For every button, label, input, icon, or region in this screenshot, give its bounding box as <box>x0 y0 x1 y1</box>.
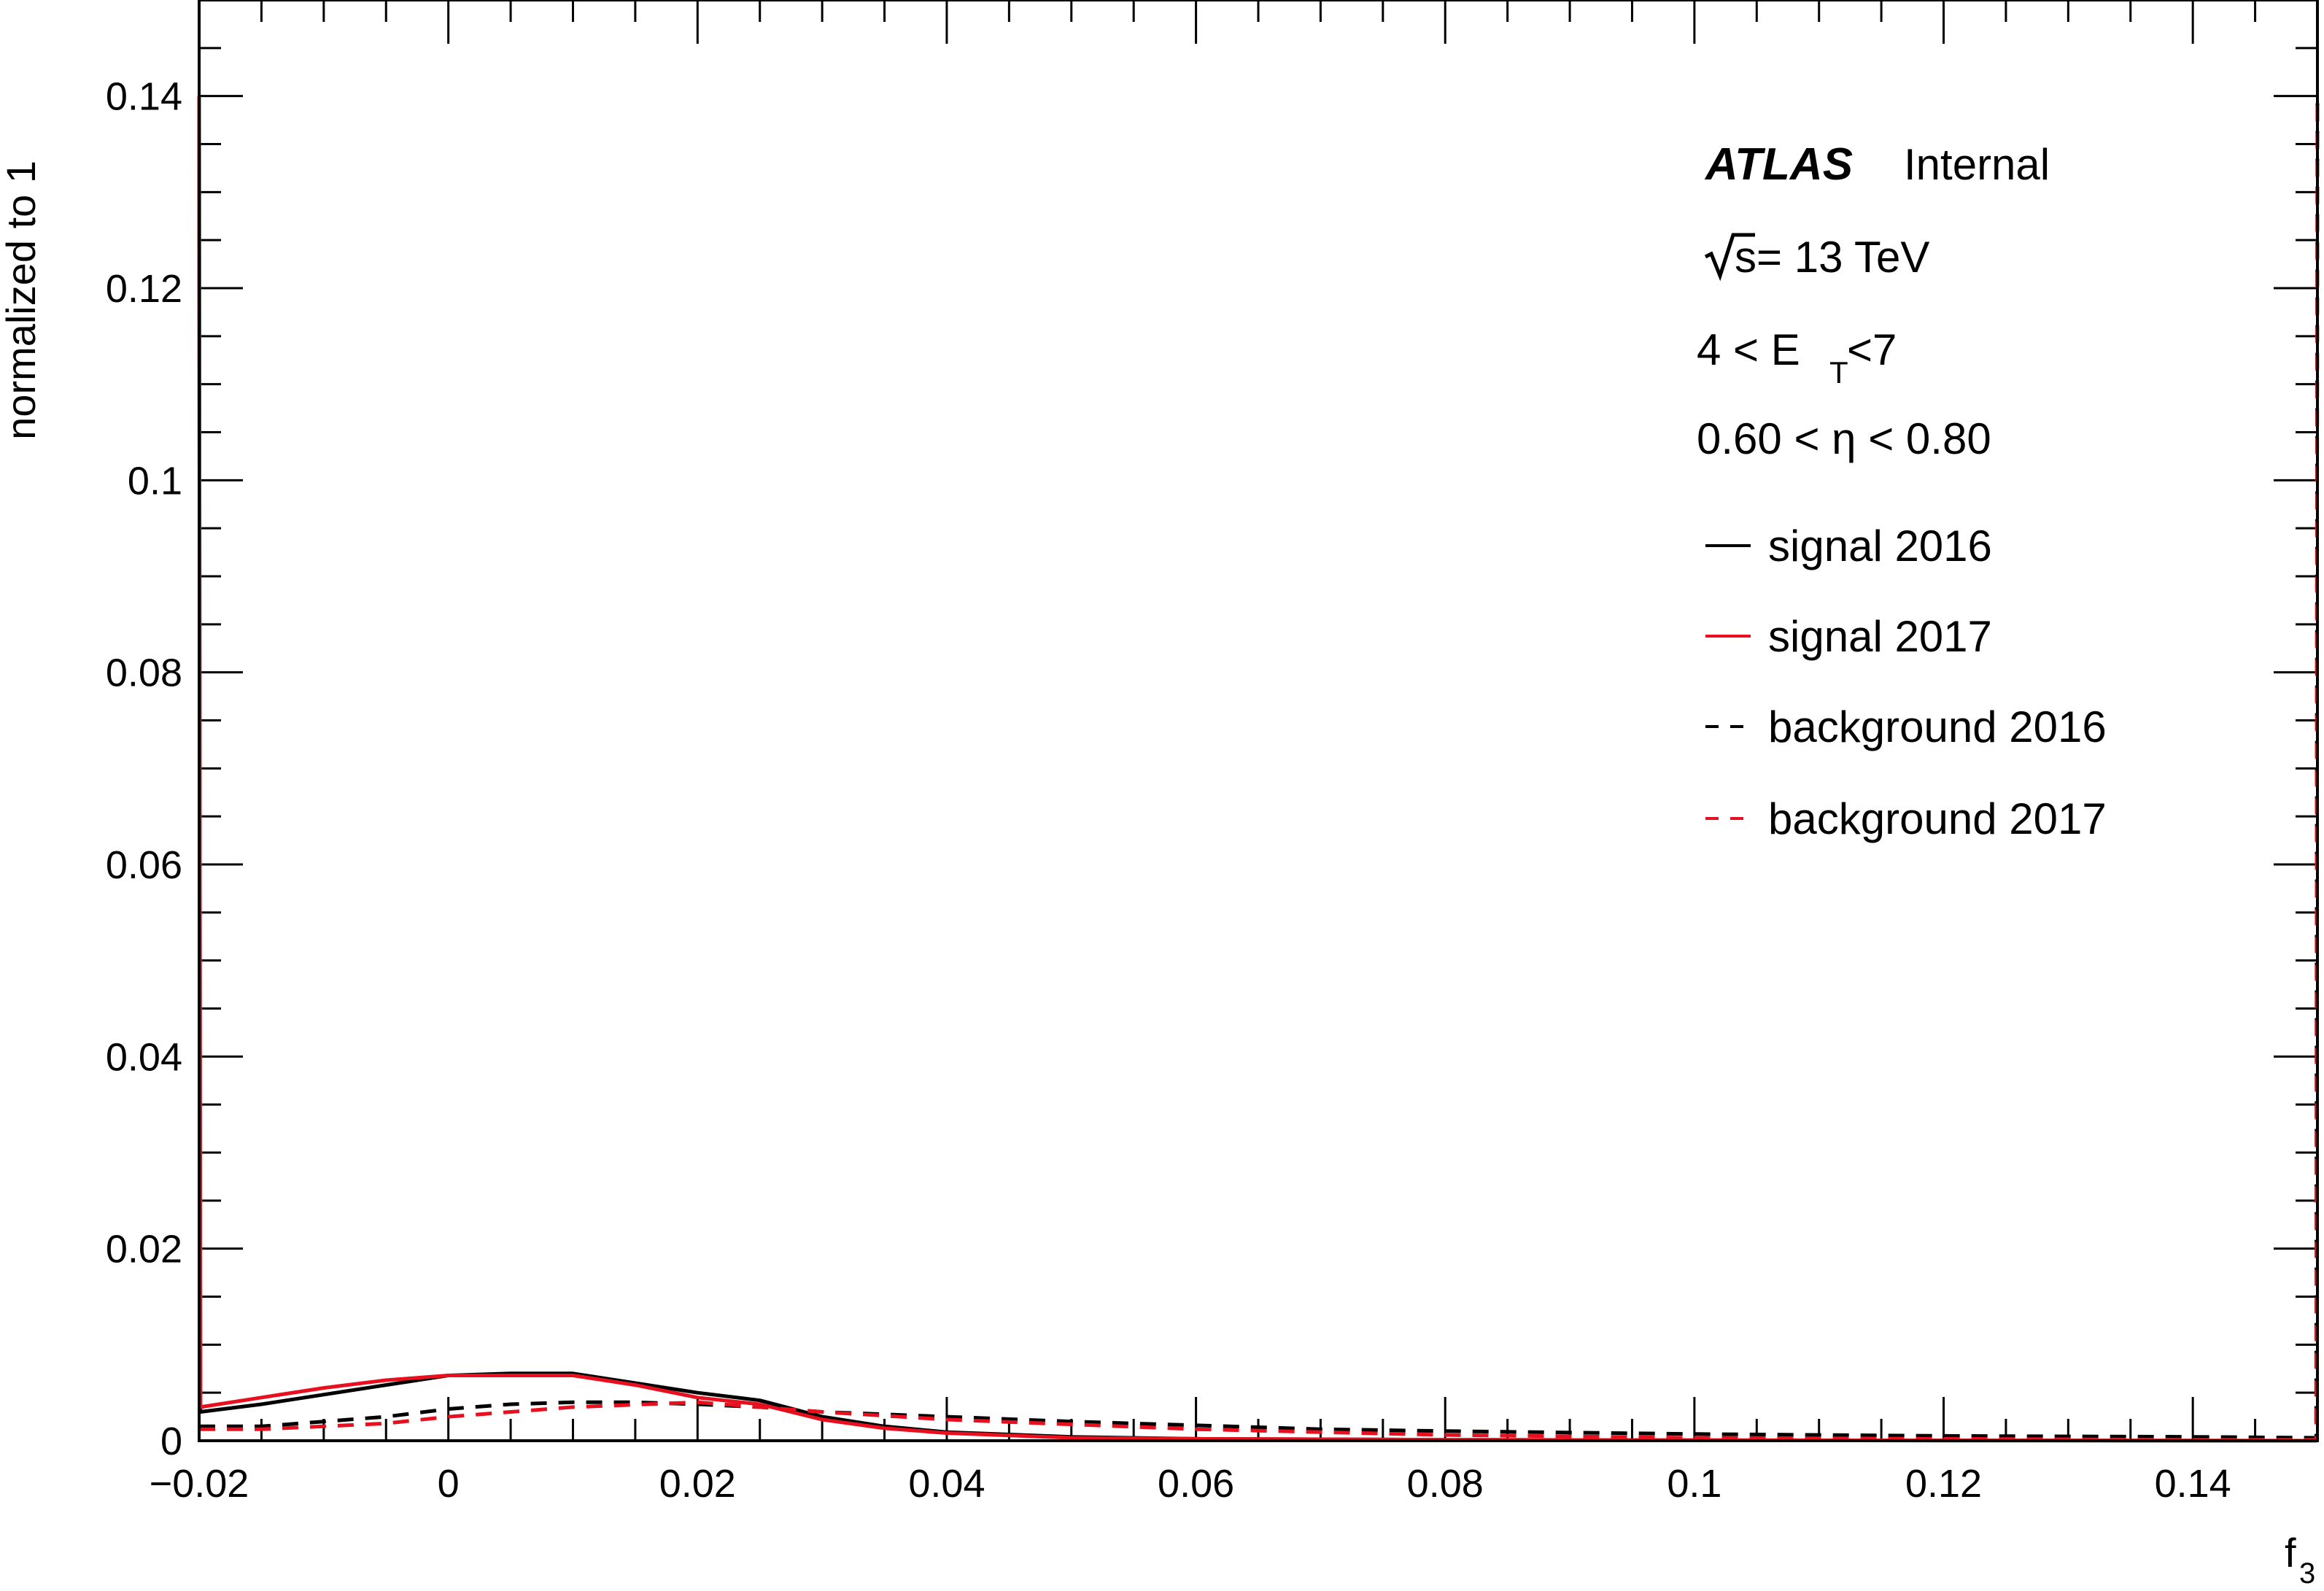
legend-label: background 2017 <box>1768 794 2107 843</box>
x-axis-title-main: f <box>2285 1530 2296 1576</box>
atlas-status-label: Internal <box>1904 140 2050 189</box>
eta-cut-label: 0.60 < η < 0.80 <box>1697 414 1991 463</box>
x-tick-label: 0 <box>438 1462 460 1506</box>
plot-frame <box>198 0 2319 1442</box>
y-tick-label: 0.08 <box>106 651 182 695</box>
y-tick-label: 0.06 <box>106 843 182 887</box>
legend: signal 2016 signal 2017 background 2016 bac… <box>1705 522 2107 843</box>
legend-label: signal 2016 <box>1768 522 1992 570</box>
x-tick-label: 0.06 <box>1158 1462 1234 1506</box>
et-cut-subscript: T <box>1829 355 1848 390</box>
et-cut-pre: 4 < E <box>1697 325 1800 374</box>
x-tick-label: 0.1 <box>1667 1462 1721 1506</box>
y-tick-labels: 0 0.02 0.04 0.06 0.08 0.1 0.12 0.14 <box>106 75 182 1463</box>
x-tick-label: 0.02 <box>659 1462 736 1506</box>
x-axis-title: f 3 <box>2285 1530 2315 1590</box>
x-tick-label: 0.14 <box>2155 1462 2231 1506</box>
atlas-experiment-label: ATLAS <box>1704 139 1853 190</box>
legend-label: signal 2017 <box>1768 612 1992 661</box>
y-tick-label: 0.1 <box>128 459 182 503</box>
y-tick-label: 0.12 <box>106 267 182 311</box>
series-line-1 <box>197 96 2318 1443</box>
energy-label: s= 13 TeV <box>1704 233 1929 282</box>
y-tick-label: 0.02 <box>106 1228 182 1271</box>
sqrt-symbol <box>1704 233 1755 282</box>
x-tick-label: −0.02 <box>150 1462 249 1506</box>
y-tick-label: 0 <box>160 1420 182 1463</box>
legend-label: background 2016 <box>1768 702 2107 751</box>
x-tick-labels: −0.02 0 0.02 0.04 0.06 0.08 0.1 0.12 0.14 <box>150 1462 2231 1506</box>
x-tick-label: 0.04 <box>908 1462 985 1506</box>
y-tick-label: 0.04 <box>106 1035 182 1079</box>
x-axis-title-subscript: 3 <box>2299 1557 2315 1590</box>
y-tick-label: 0.14 <box>106 75 182 119</box>
x-tick-label: 0.08 <box>1407 1462 1484 1506</box>
x-tick-label: 0.12 <box>1905 1462 1982 1506</box>
energy-text: s= 13 TeV <box>1735 233 1929 282</box>
et-cut-post: <7 <box>1847 325 1897 374</box>
y-axis-title: normalized to 1 <box>0 160 44 440</box>
atlas-label: ATLAS Internal <box>1704 139 2050 190</box>
et-cut-label: 4 < E T <7 <box>1697 325 1897 390</box>
